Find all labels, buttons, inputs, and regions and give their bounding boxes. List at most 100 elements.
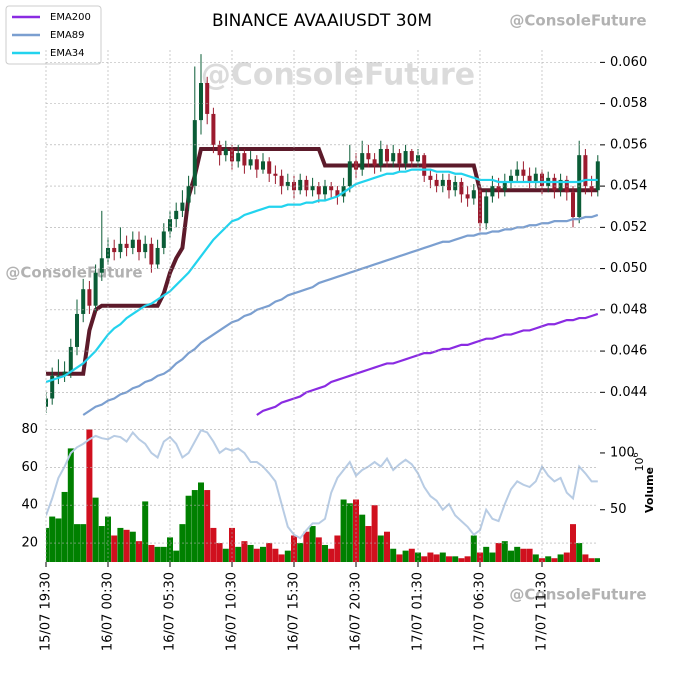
candle-body [50,375,55,399]
volume-bar [148,544,155,562]
volume-bar [241,541,248,562]
x-tick-label: 16/07 05:30 [163,572,178,651]
volume-bar [576,543,583,562]
volume-bar [464,556,471,562]
volume-bar [353,499,359,562]
volume-bar [582,554,589,562]
candle-body [397,153,402,164]
volume-bar [458,558,465,562]
volume-bar [117,527,124,562]
volume-bar [303,531,310,562]
volume-bar [210,527,217,562]
x-tick-label: 16/07 00:30 [101,572,116,651]
legend-label: EMA34 [50,48,85,59]
volume-bar [594,558,600,562]
legend-label: EMA200 [50,12,91,23]
volume-bar [570,524,576,562]
volume-bar [328,548,335,562]
y-tick-label: 40 [21,498,38,513]
volume-bar [384,531,390,562]
price-plot [46,54,600,416]
candle-body [378,148,383,166]
candle-body [515,169,520,176]
candle-body [261,161,265,170]
volume-bar [433,554,440,562]
y2-tick-label: 100 [610,445,635,460]
candle-body [496,186,501,191]
volume-bar [340,499,347,562]
candle-body [87,289,92,306]
candle-body [558,179,563,191]
volume-bar [322,544,328,562]
volume-bar [427,552,434,562]
volume-bar [191,490,198,562]
candle-body [583,155,588,187]
candle-body [434,179,439,187]
volume-bar [588,558,595,562]
volume-bar [253,548,260,562]
volume-bar [439,552,446,562]
candle-body [118,243,123,253]
volume-bar [514,546,521,562]
legend: EMA200 EMA89 EMA34 [5,5,102,65]
volume-bar [452,556,459,562]
legend-box [5,5,102,65]
volume-bar [495,543,502,562]
candle-body [143,243,148,253]
volume-bar [160,546,167,562]
candle-body [422,155,427,176]
candle-body [502,181,507,191]
candle-body [106,247,110,259]
candle-body [112,247,117,253]
volume-bar [61,491,68,562]
volume-bar [377,535,384,562]
watermark: @ConsoleFuture [509,586,646,604]
x-tick-label: 16/07 10:30 [225,572,240,651]
candle-body [161,231,166,248]
volume-bar [86,429,93,562]
volume-bar [111,535,118,562]
y-tick-label: 60 [21,460,38,475]
candle-body [75,313,79,347]
candle-body [254,159,259,170]
candle-body [521,169,526,176]
candle-body [217,144,222,156]
candle-body [68,346,73,372]
volume-bar [371,505,378,562]
volume-bar [520,548,527,562]
chart-title: BINANCE AVAAIUSDT 30M [212,11,432,31]
volume-bar [532,554,539,562]
candle-body [409,151,414,162]
candle-body [124,243,129,248]
candle-body [459,181,464,195]
candle-body [366,153,371,160]
candle-body [236,153,241,162]
volume-bar [545,556,552,562]
candle-body [99,258,104,273]
volume-bar [278,554,285,562]
y-tick-label: 0.054 [610,179,647,194]
candle-body [46,398,48,407]
volume-bar [55,518,62,562]
volume-bar [396,554,403,562]
ema-line [82,213,599,416]
volume-bar [526,548,533,562]
volume-bar [315,537,322,562]
x-tick-label: 15/07 19:30 [39,572,54,651]
volume-bar [98,526,105,562]
candle-body [471,190,476,199]
candle-body [223,148,228,156]
candle-body [180,202,185,211]
volume-bar [408,548,415,562]
candle-body [285,181,290,187]
volume-bar [365,526,372,562]
y2-scale-exponent: 6 [631,452,640,457]
y-tick-label: 0.060 [610,55,647,70]
candle-body [403,151,408,164]
candle-body [335,190,340,197]
legend-label: EMA89 [50,30,85,41]
watermark: @ConsoleFuture [5,264,142,282]
candle-body [447,179,451,191]
candle-body [589,186,594,191]
volume-bar [198,482,204,562]
